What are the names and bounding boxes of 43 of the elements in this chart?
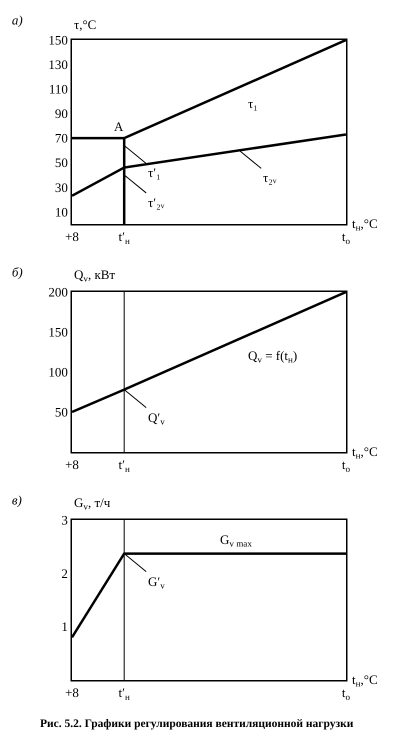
annotation: Q$_{v}$ = f(t$_{н}$)	[248, 348, 298, 365]
chart-title: а)	[12, 12, 23, 28]
annotation: τ′₂ᵥ	[148, 195, 165, 210]
y-tick-label: 150	[48, 32, 68, 48]
y-axis-title: τ,°C	[74, 17, 96, 32]
chart-title: б)	[12, 264, 23, 280]
x-axis-title: t$_{н}$,°C	[352, 216, 378, 233]
y-tick-label: 70	[54, 130, 68, 146]
x-tick-label: t′$_{н}$	[118, 457, 130, 474]
chart-title: в)	[12, 492, 22, 508]
x-tick-label: +8	[65, 457, 79, 472]
y-tick-label: 1	[61, 619, 68, 634]
x-tick-label: +8	[65, 685, 79, 700]
x-axis-title: t$_{н}$,°C	[352, 672, 378, 689]
annotation: τ′₁	[148, 165, 161, 180]
x-tick-label: t$_{o}$	[342, 229, 351, 246]
y-tick-label: 90	[54, 106, 68, 122]
annotation: Q′$_{v}$	[148, 410, 166, 427]
y-tick-label: 10	[54, 204, 68, 220]
y-tick-label: 2	[61, 566, 68, 581]
y-tick-label: 110	[48, 82, 68, 97]
y-tick-label: 3	[61, 512, 68, 528]
x-tick-label: t$_{o}$	[342, 457, 351, 474]
y-tick-label: 50	[54, 155, 68, 170]
x-tick-label: t′$_{н}$	[118, 685, 130, 702]
y-tick-label: 200	[48, 284, 68, 300]
x-tick-label: t$_{o}$	[342, 685, 351, 702]
x-tick-label: +8	[65, 229, 79, 244]
annotation: τ₁	[248, 96, 258, 111]
y-tick-label: 150	[48, 324, 68, 340]
y-tick-label: 30	[54, 180, 68, 195]
annotation: τ₂ᵥ	[263, 170, 277, 185]
y-tick-label: 100	[48, 364, 68, 380]
y-axis-title: Q$_{v}$, кВт	[74, 267, 116, 284]
y-tick-label: 130	[48, 57, 68, 72]
y-tick-label: 50	[54, 404, 68, 420]
y-axis-title: G$_{v}$, т/ч	[74, 495, 111, 512]
annotation: G′$_{v}$	[148, 574, 166, 591]
annotation: G$_{v max}$	[220, 532, 252, 549]
annotation: A	[114, 119, 124, 134]
x-axis-title: t$_{н}$,°C	[352, 444, 378, 461]
text: Рис. 5.2. Графики регулирования вентиляционной нагрузки	[40, 718, 354, 730]
x-tick-label: t′$_{н}$	[118, 229, 130, 246]
